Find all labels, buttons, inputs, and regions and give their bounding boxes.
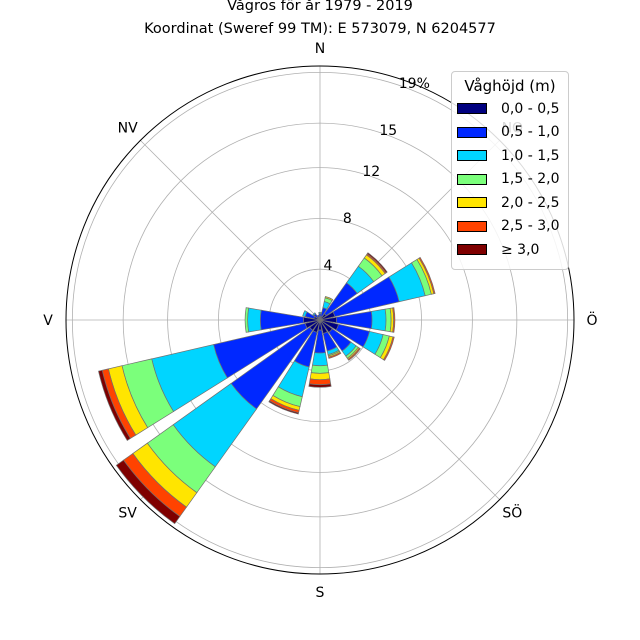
wave-height-bar [244,307,250,333]
legend-item: 2,0 - 2,5 [452,191,568,215]
wave-height-bar [328,351,342,359]
legend-label: ≥ 3,0 [501,241,540,258]
wave-height-bar [318,312,322,315]
wave-height-bar [268,400,299,415]
legend-swatch [457,173,487,185]
wave-height-bar [115,459,181,525]
wave-height-bar [370,308,387,332]
direction-label: N [315,41,325,57]
wave-height-bar [383,336,395,361]
legend-swatch [457,197,487,209]
chart-subtitle: Koordinat (Sweref 99 TM): E 573079, N 62… [144,21,496,37]
legend-item: 1,5 - 2,0 [452,168,568,192]
wave-height-bar [392,307,396,333]
direction-label: S [316,585,325,601]
wave-height-bar [366,252,388,274]
legend-item: 1,0 - 1,5 [452,144,568,168]
wave-height-bar [98,369,131,441]
radial-tick-label: 19% [399,76,430,92]
legend-label: 1,0 - 1,5 [501,147,560,164]
wave-height-bar [302,310,308,317]
legend-item: 0,5 - 1,0 [452,121,568,145]
wave-height-bar [316,314,320,319]
legend-swatch [457,126,487,138]
wave-height-bar [308,378,332,386]
grid-spoke [140,140,321,321]
legend-swatch [457,150,487,162]
wave-height-bar [324,296,334,302]
legend-label: 0,0 - 0,5 [501,100,560,117]
wave-height-bar [309,372,331,381]
legend-label: 0,5 - 1,0 [501,124,560,141]
legend-swatch [457,220,487,232]
legend-item: ≥ 3,0 [452,238,568,262]
wave-height-bar [310,364,330,374]
radial-tick-label: 15 [379,123,397,139]
wave-height-bar [312,352,328,367]
legend-label: 2,5 - 3,0 [501,218,560,235]
direction-label: V [43,313,53,329]
wave-height-bar [312,312,317,317]
legend-item: 0,0 - 0,5 [452,97,568,121]
chart-title: Vågros för år 1979 - 2019 [227,0,413,14]
wave-height-bar [308,383,332,388]
legend-title: Våghöjd (m) [464,77,556,95]
direction-label: Ö [586,311,597,329]
radial-tick-label: 8 [343,211,352,227]
legend: Våghöjd (m) 0,0 - 0,5 0,5 - 1,0 1,0 - 1,5 1… [451,71,569,270]
wave-height-bar [247,307,262,333]
direction-label: SÖ [502,503,522,521]
legend-label: 2,0 - 2,5 [501,194,560,211]
legend-swatch [457,103,487,115]
direction-label: SV [118,505,137,521]
direction-label: NV [118,121,138,137]
wave-height-bar [347,347,361,361]
radial-tick-label: 12 [362,164,380,180]
legend-swatch [457,244,487,256]
legend-item: 2,5 - 3,0 [452,215,568,239]
polar-frame [65,65,575,575]
wave-height-bar [418,256,436,295]
legend-label: 1,5 - 2,0 [501,171,560,188]
wave-height-bar [384,307,392,333]
radial-tick-label: 4 [323,258,332,274]
